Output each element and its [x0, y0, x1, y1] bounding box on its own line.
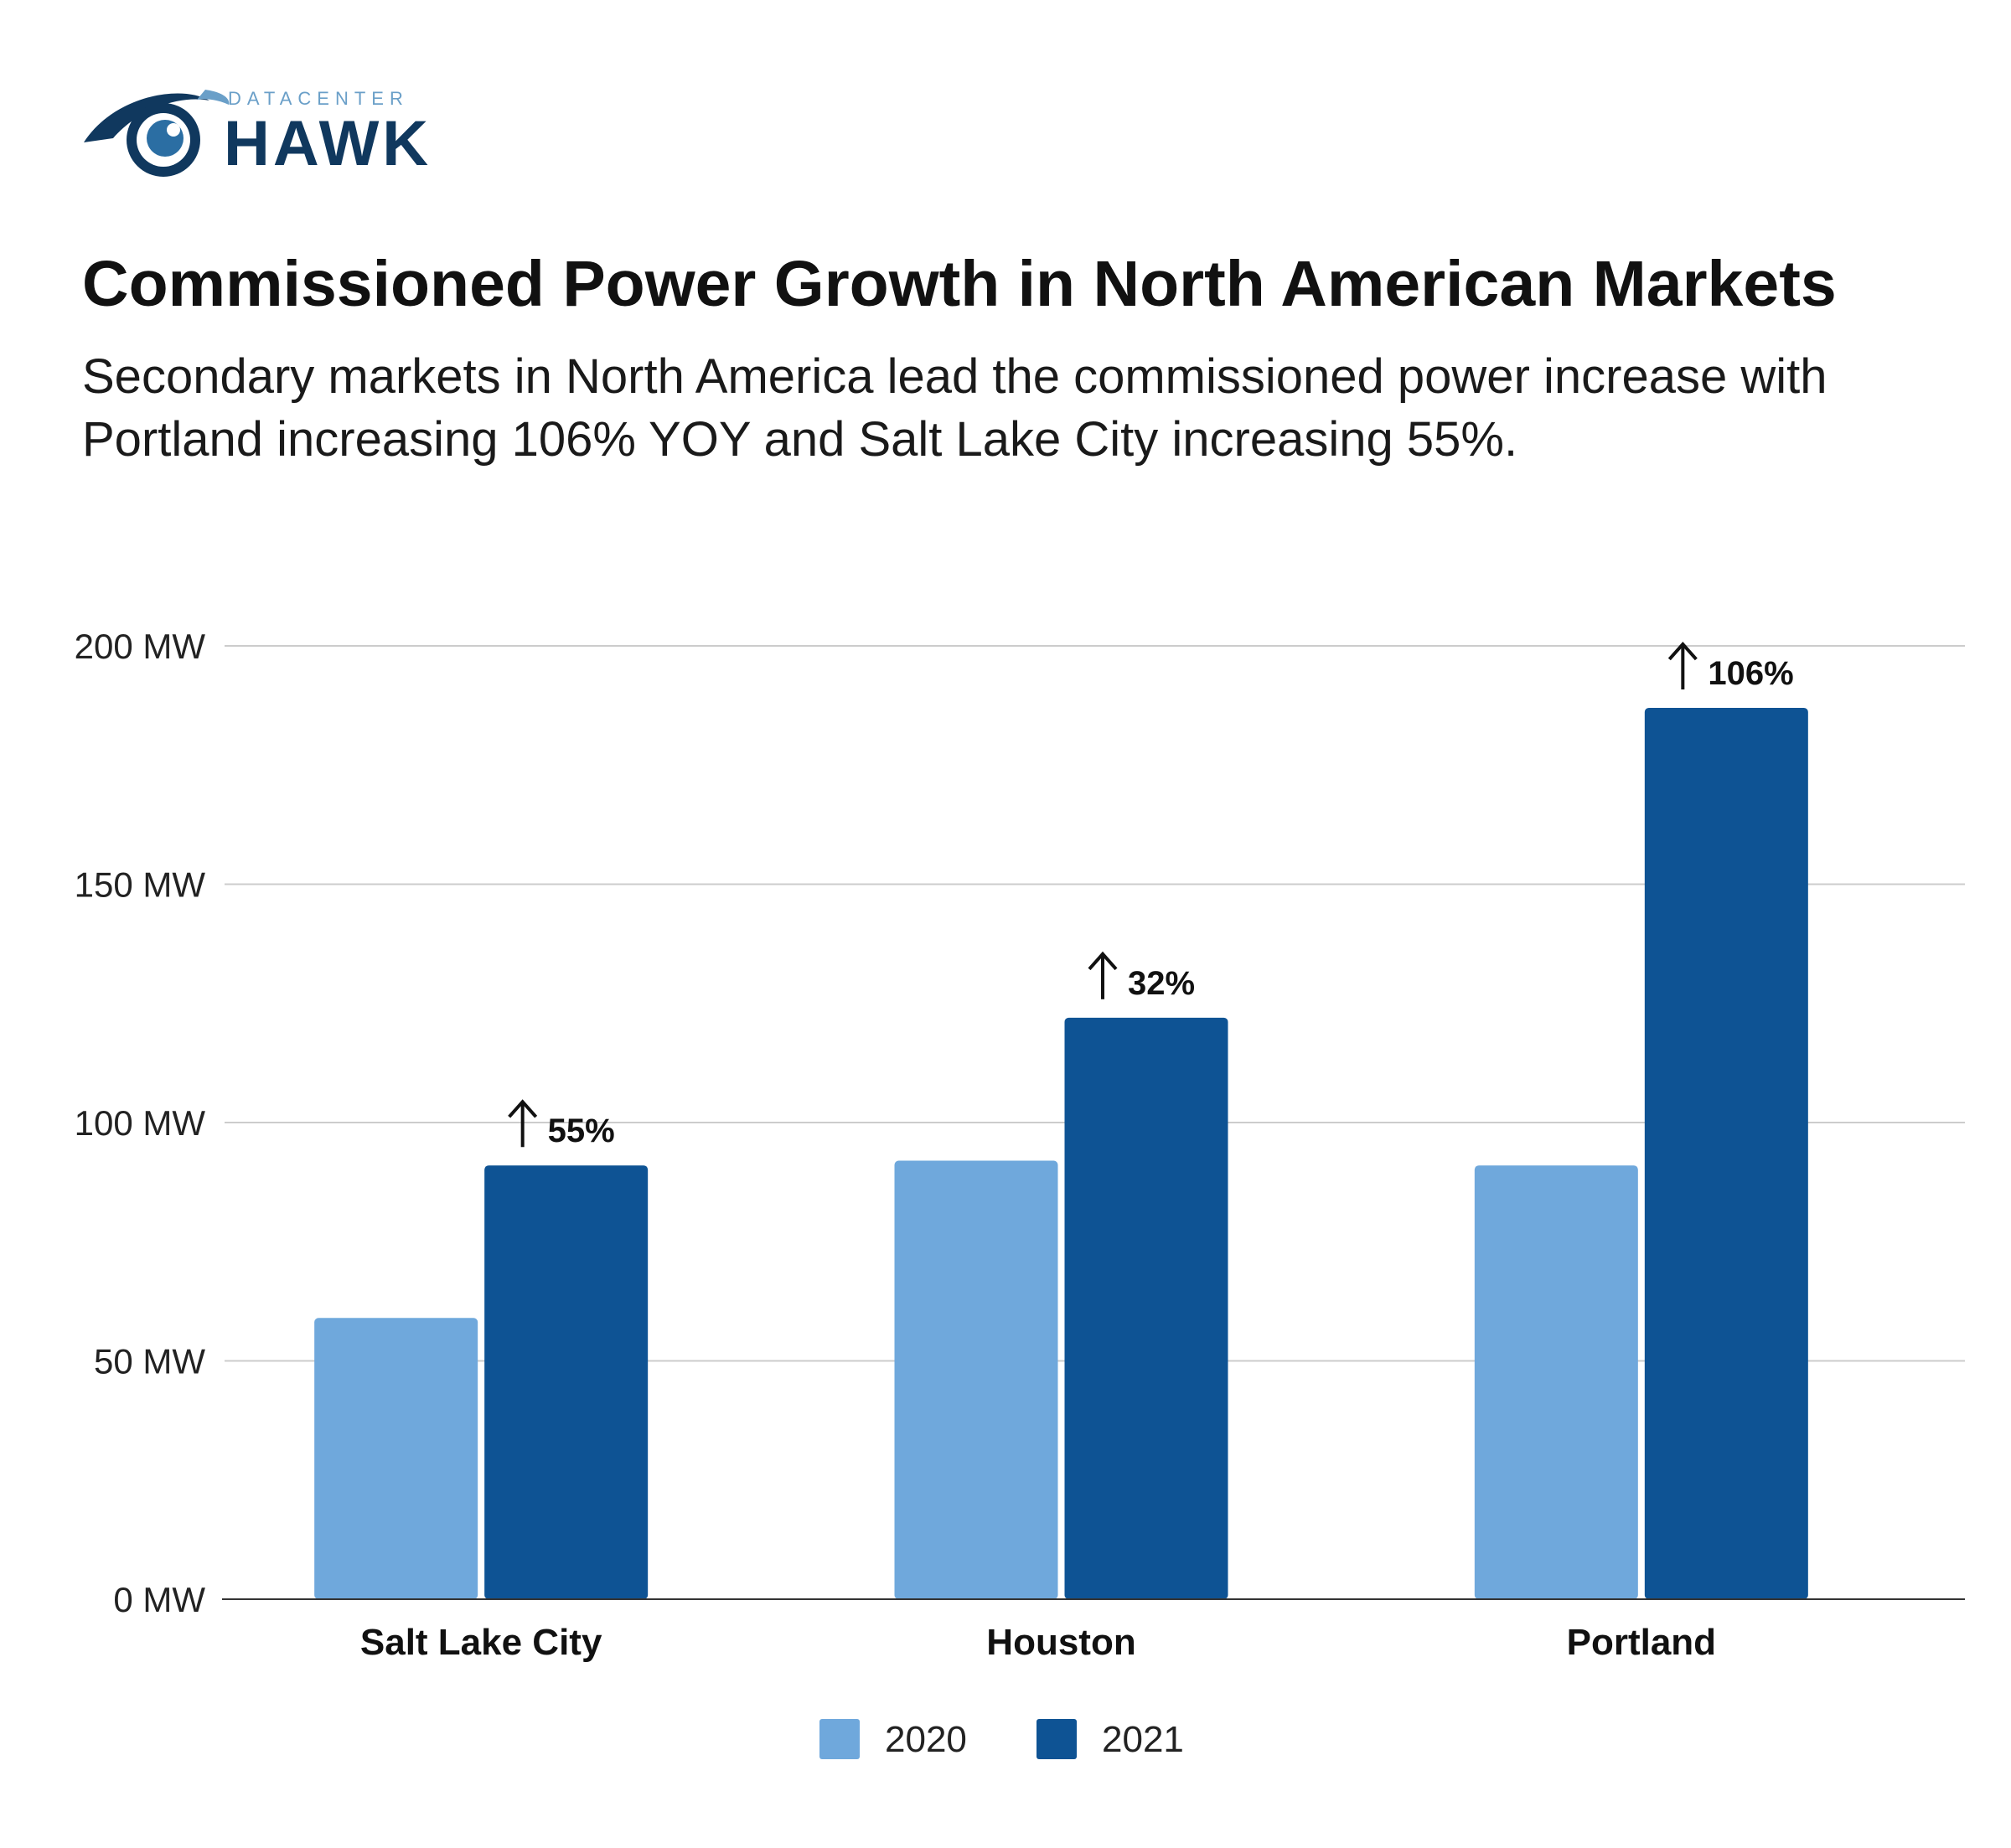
gridlines — [225, 645, 1965, 1362]
datacenter-hawk-logo: DATACENTER HAWK — [80, 80, 465, 188]
legend-swatch-2020 — [819, 1719, 860, 1759]
y-tick-label: 150 MW — [75, 865, 206, 905]
logo-large-text: HAWK — [224, 108, 432, 179]
y-tick-label: 100 MW — [75, 1103, 206, 1143]
y-tick-label: 0 MW — [113, 1580, 205, 1619]
growth-label: 32% — [1128, 965, 1195, 1002]
page-title: Commissioned Power Growth in North Ameri… — [82, 248, 1837, 320]
legend-label: 2021 — [1102, 1719, 1184, 1760]
legend-label: 2020 — [885, 1719, 967, 1760]
page-subtitle: Secondary markets in North America lead … — [82, 349, 1827, 467]
x-tick-label: Salt Lake City — [360, 1622, 602, 1663]
logo-small-text: DATACENTER — [228, 88, 409, 109]
y-tick-label: 200 MW — [75, 627, 206, 666]
bar-2020-portland — [1474, 1165, 1638, 1599]
bar-2021-salt-lake-city — [484, 1165, 649, 1599]
hawk-eye-logo-icon: DATACENTER HAWK — [84, 88, 432, 179]
bar-2021-portland — [1644, 707, 1808, 1599]
x-tick-label: Portland — [1567, 1622, 1716, 1663]
y-axis-ticks: 0 MW 50 MW 100 MW 150 MW 200 MW — [75, 627, 206, 1619]
growth-label: 106% — [1708, 655, 1793, 692]
legend: 2020 2021 — [819, 1719, 1184, 1760]
x-tick-label: Houston — [986, 1622, 1135, 1663]
growth-label: 55% — [548, 1112, 615, 1149]
y-tick-label: 50 MW — [94, 1342, 205, 1381]
up-arrow-icon — [508, 1099, 538, 1148]
bar-2021-houston — [1064, 1017, 1228, 1599]
growth-annotations: 55% 32% 106% — [508, 641, 1794, 1149]
bars — [314, 707, 1808, 1599]
bar-2020-salt-lake-city — [314, 1318, 478, 1599]
bar-2020-houston — [894, 1160, 1058, 1599]
x-axis-labels: Salt Lake City Houston Portland — [360, 1622, 1716, 1663]
legend-swatch-2021 — [1037, 1719, 1077, 1759]
up-arrow-icon — [1667, 641, 1698, 689]
up-arrow-icon — [1088, 951, 1118, 999]
